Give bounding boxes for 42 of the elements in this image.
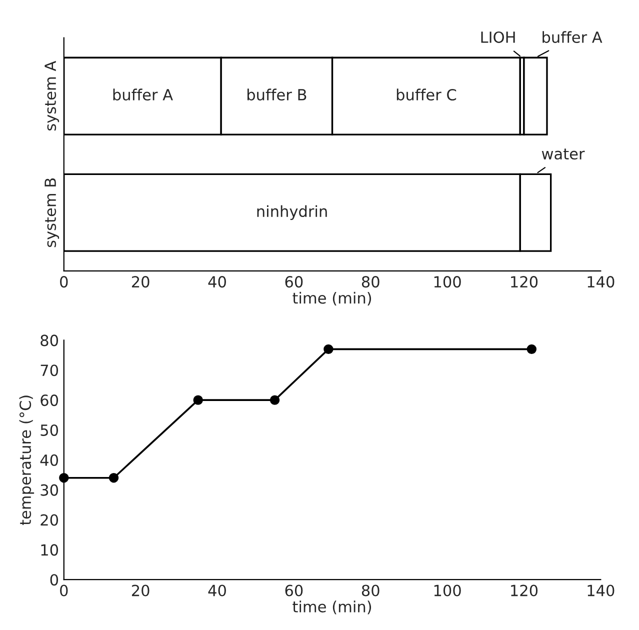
point <box>193 395 203 405</box>
y-tick-label: 20 <box>40 514 58 526</box>
x-tick-label: 100 <box>434 584 461 596</box>
x-tick-label: 0 <box>60 276 68 288</box>
series-label: ninhydrin <box>257 205 327 220</box>
x-tick-label: 80 <box>362 584 380 596</box>
y-tick-label: 60 <box>40 394 58 406</box>
series-label: water <box>542 148 585 160</box>
y-axis-title: temperature (°C) <box>19 396 34 526</box>
series-label: buffer C <box>396 88 456 101</box>
y-tick-label: system B <box>44 178 60 248</box>
x-tick-label: 20 <box>132 584 150 596</box>
y-tick-label: 10 <box>41 544 58 556</box>
point <box>324 344 334 354</box>
x-tick-label: 80 <box>362 276 380 288</box>
point <box>108 472 119 483</box>
x-axis-title: time (min) <box>292 600 372 614</box>
point <box>526 344 537 354</box>
x-tick-label: 120 <box>511 276 538 288</box>
x-tick-label: 140 <box>588 276 614 288</box>
x-tick-label: 60 <box>285 276 303 288</box>
series-label: buffer A <box>542 31 602 43</box>
y-tick-label: 70 <box>40 364 58 376</box>
x-tick-label: 40 <box>208 276 226 288</box>
x-tick-label: 60 <box>285 584 303 596</box>
series-label: buffer B <box>247 88 306 101</box>
x-tick-label: 140 <box>588 584 614 596</box>
y-tick-label: 40 <box>40 454 58 466</box>
x-tick-label: 100 <box>434 276 461 288</box>
y-tick-label: 50 <box>40 424 58 436</box>
y-tick-label: 0 <box>50 574 58 586</box>
series-label: buffer A <box>113 88 173 101</box>
x-tick-label: 40 <box>208 584 226 596</box>
y-tick-label: system A <box>44 60 60 131</box>
series-label: LIOH <box>481 31 515 43</box>
x-tick-label: 20 <box>132 276 150 288</box>
x-tick-label: 0 <box>60 584 68 596</box>
point <box>270 395 280 405</box>
x-tick-label: 120 <box>511 584 538 596</box>
y-tick-label: 80 <box>40 334 58 346</box>
x-axis-title: time (min) <box>292 292 372 306</box>
y-tick-label: 30 <box>40 484 58 496</box>
